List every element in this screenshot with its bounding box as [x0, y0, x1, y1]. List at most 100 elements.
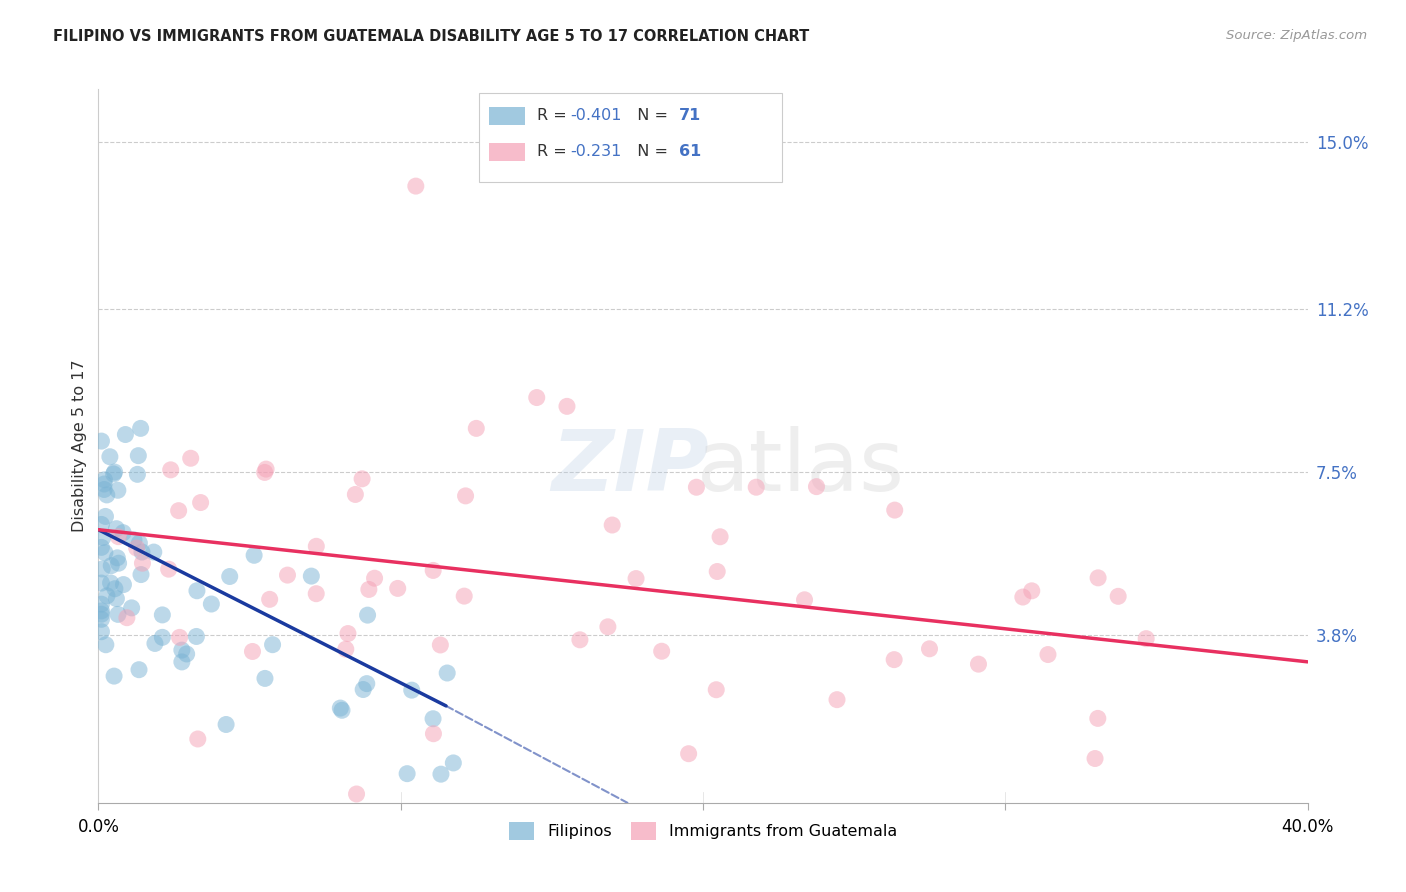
Point	[453, 589, 475, 603]
Point	[90, 607, 112, 622]
Point	[1087, 571, 1109, 585]
Point	[91, 531, 114, 545]
Point	[150, 631, 173, 645]
Point	[276, 568, 298, 582]
Point	[526, 391, 548, 405]
Point	[122, 533, 145, 547]
Point	[242, 644, 264, 658]
Point	[143, 636, 166, 650]
Point	[186, 583, 208, 598]
FancyBboxPatch shape	[489, 107, 526, 125]
Point	[121, 600, 143, 615]
Point	[157, 562, 180, 576]
Point	[150, 607, 173, 622]
Text: ZIP: ZIP	[551, 425, 709, 509]
Point	[1135, 632, 1157, 646]
FancyBboxPatch shape	[479, 93, 782, 182]
Point	[104, 465, 127, 479]
Point	[103, 669, 125, 683]
Point	[1021, 583, 1043, 598]
Point	[335, 642, 357, 657]
Point	[131, 545, 153, 559]
Point	[624, 572, 647, 586]
Point	[299, 569, 322, 583]
Point	[167, 503, 190, 517]
Point	[454, 489, 477, 503]
Point	[678, 747, 700, 761]
Point	[704, 682, 727, 697]
Point	[93, 477, 115, 491]
Point	[180, 451, 202, 466]
Point	[336, 626, 359, 640]
Point	[142, 545, 165, 559]
Text: 71: 71	[679, 108, 702, 123]
Point	[107, 530, 129, 544]
Point	[401, 683, 423, 698]
Point	[105, 522, 128, 536]
Text: FILIPINO VS IMMIGRANTS FROM GUATEMALA DISABILITY AGE 5 TO 17 CORRELATION CHART: FILIPINO VS IMMIGRANTS FROM GUATEMALA DI…	[53, 29, 810, 44]
Point	[90, 434, 112, 449]
Point	[329, 701, 352, 715]
Point	[96, 589, 118, 603]
Point	[96, 488, 118, 502]
Point	[176, 647, 198, 661]
Point	[825, 692, 848, 706]
Text: N =: N =	[627, 144, 673, 159]
Point	[94, 638, 117, 652]
Point	[90, 624, 112, 639]
Point	[112, 577, 135, 591]
Point	[967, 657, 990, 672]
Point	[1011, 590, 1033, 604]
Point	[465, 421, 488, 435]
Point	[685, 480, 707, 494]
Point	[352, 682, 374, 697]
Point	[107, 607, 129, 622]
Point	[405, 179, 427, 194]
Text: R =: R =	[537, 144, 572, 159]
Point	[90, 517, 112, 532]
Point	[159, 463, 181, 477]
Point	[169, 631, 191, 645]
Point	[170, 643, 193, 657]
Point	[128, 536, 150, 550]
Point	[806, 480, 828, 494]
Point	[105, 550, 128, 565]
Point	[107, 483, 129, 498]
Point	[129, 421, 152, 435]
Y-axis label: Disability Age 5 to 17: Disability Age 5 to 17	[72, 359, 87, 533]
Point	[793, 592, 815, 607]
Point	[190, 495, 212, 509]
Point	[93, 473, 115, 487]
Point	[103, 467, 125, 481]
Point	[90, 576, 112, 591]
Point	[112, 525, 135, 540]
Point	[93, 483, 115, 497]
Point	[187, 731, 209, 746]
Point	[98, 450, 121, 464]
Point	[568, 632, 591, 647]
Point	[745, 480, 768, 494]
Point	[127, 449, 149, 463]
Text: R =: R =	[537, 108, 572, 123]
Point	[429, 638, 451, 652]
Point	[243, 549, 266, 563]
Text: atlas: atlas	[697, 425, 905, 509]
Point	[396, 766, 419, 780]
Point	[125, 541, 148, 555]
Point	[918, 641, 941, 656]
Point	[1107, 590, 1129, 604]
Point	[883, 653, 905, 667]
Point	[305, 587, 328, 601]
Point	[1084, 751, 1107, 765]
Point	[100, 575, 122, 590]
Point	[1087, 711, 1109, 725]
Point	[344, 487, 367, 501]
Point	[330, 703, 353, 717]
FancyBboxPatch shape	[489, 143, 526, 161]
Point	[215, 717, 238, 731]
Point	[262, 638, 284, 652]
Point	[131, 556, 153, 570]
Point	[363, 571, 385, 585]
Point	[129, 567, 152, 582]
Point	[170, 655, 193, 669]
